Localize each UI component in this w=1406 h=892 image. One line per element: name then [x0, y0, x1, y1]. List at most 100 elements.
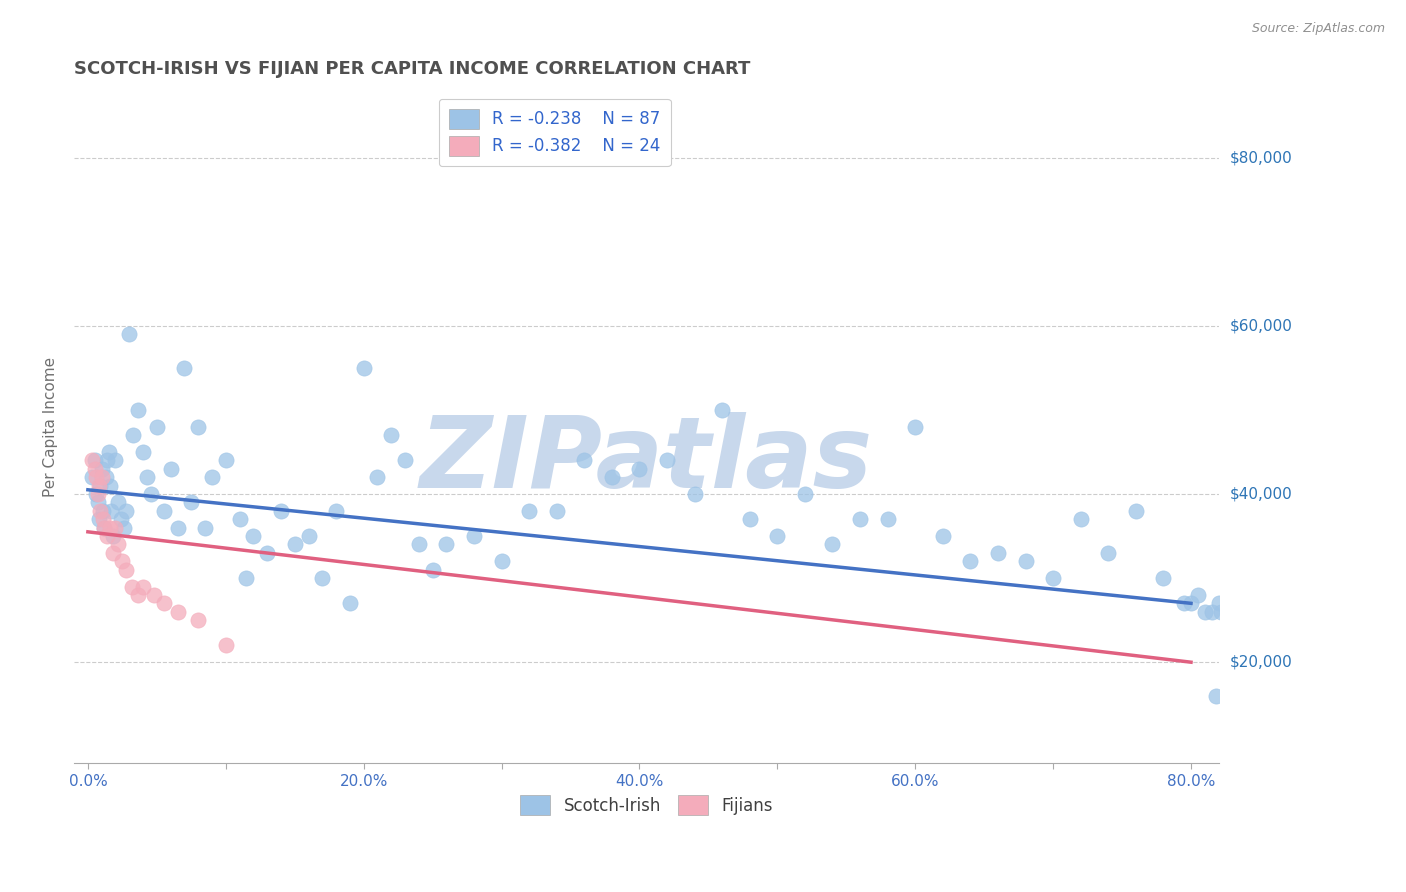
- Point: [90, 462, 112, 476]
- Point: [284, 537, 307, 551]
- Point: [683, 487, 706, 501]
- Point: [711, 403, 734, 417]
- Point: [166, 521, 188, 535]
- Point: [1125, 504, 1147, 518]
- Point: [297, 529, 319, 543]
- Point: [1014, 554, 1036, 568]
- Point: [215, 639, 238, 653]
- Point: [96, 529, 118, 543]
- Point: [235, 571, 257, 585]
- Point: [98, 521, 121, 535]
- Point: [987, 546, 1010, 560]
- Point: [353, 360, 375, 375]
- Point: [104, 453, 127, 467]
- Point: [111, 554, 134, 568]
- Point: [628, 462, 651, 476]
- Point: [380, 428, 402, 442]
- Point: [122, 428, 145, 442]
- Point: [1208, 596, 1230, 610]
- Point: [215, 453, 238, 467]
- Point: [600, 470, 623, 484]
- Point: [121, 580, 143, 594]
- Point: [655, 453, 678, 467]
- Point: [311, 571, 333, 585]
- Point: [1201, 605, 1223, 619]
- Point: [110, 512, 132, 526]
- Y-axis label: Per Capita Income: Per Capita Income: [44, 357, 58, 497]
- Point: [118, 327, 141, 342]
- Point: [127, 588, 149, 602]
- Point: [94, 470, 117, 484]
- Point: [1205, 689, 1227, 703]
- Point: [434, 537, 457, 551]
- Point: [463, 529, 485, 543]
- Point: [228, 512, 250, 526]
- Point: [1173, 596, 1195, 610]
- Point: [84, 470, 107, 484]
- Point: [141, 487, 163, 501]
- Point: [408, 537, 430, 551]
- Point: [104, 521, 127, 535]
- Point: [849, 512, 872, 526]
- Point: [136, 470, 159, 484]
- Point: [1097, 546, 1119, 560]
- Legend: Scotch-Irish, Fijians: Scotch-Irish, Fijians: [513, 789, 779, 822]
- Text: $60,000: $60,000: [1230, 318, 1292, 334]
- Point: [491, 554, 513, 568]
- Point: [270, 504, 292, 518]
- Point: [107, 495, 129, 509]
- Text: ZIPatlas: ZIPatlas: [420, 412, 873, 508]
- Text: SCOTCH-IRISH VS FIJIAN PER CAPITA INCOME CORRELATION CHART: SCOTCH-IRISH VS FIJIAN PER CAPITA INCOME…: [75, 60, 751, 78]
- Point: [166, 605, 188, 619]
- Point: [242, 529, 264, 543]
- Point: [152, 596, 174, 610]
- Point: [793, 487, 815, 501]
- Point: [766, 529, 789, 543]
- Point: [146, 419, 169, 434]
- Point: [100, 504, 122, 518]
- Point: [422, 563, 444, 577]
- Point: [86, 495, 108, 509]
- Point: [87, 478, 110, 492]
- Point: [574, 453, 596, 467]
- Point: [93, 521, 115, 535]
- Point: [1152, 571, 1174, 585]
- Point: [325, 504, 347, 518]
- Point: [1187, 588, 1209, 602]
- Point: [932, 529, 955, 543]
- Point: [173, 360, 195, 375]
- Point: [97, 445, 120, 459]
- Point: [1070, 512, 1092, 526]
- Text: $80,000: $80,000: [1230, 150, 1292, 165]
- Point: [96, 453, 118, 467]
- Point: [115, 504, 138, 518]
- Point: [80, 470, 103, 484]
- Point: [132, 580, 155, 594]
- Point: [112, 521, 135, 535]
- Point: [93, 521, 115, 535]
- Point: [194, 521, 217, 535]
- Point: [1211, 605, 1233, 619]
- Point: [1180, 596, 1202, 610]
- Point: [91, 512, 114, 526]
- Point: [821, 537, 844, 551]
- Point: [159, 462, 181, 476]
- Point: [1042, 571, 1064, 585]
- Point: [256, 546, 278, 560]
- Point: [366, 470, 388, 484]
- Point: [187, 419, 209, 434]
- Point: [546, 504, 568, 518]
- Point: [80, 453, 103, 467]
- Point: [91, 504, 114, 518]
- Point: [86, 487, 108, 501]
- Point: [83, 453, 105, 467]
- Point: [339, 596, 361, 610]
- Point: [180, 495, 202, 509]
- Point: [394, 453, 416, 467]
- Point: [115, 563, 138, 577]
- Point: [517, 504, 540, 518]
- Point: [107, 537, 129, 551]
- Point: [201, 470, 224, 484]
- Point: [876, 512, 898, 526]
- Point: [143, 588, 166, 602]
